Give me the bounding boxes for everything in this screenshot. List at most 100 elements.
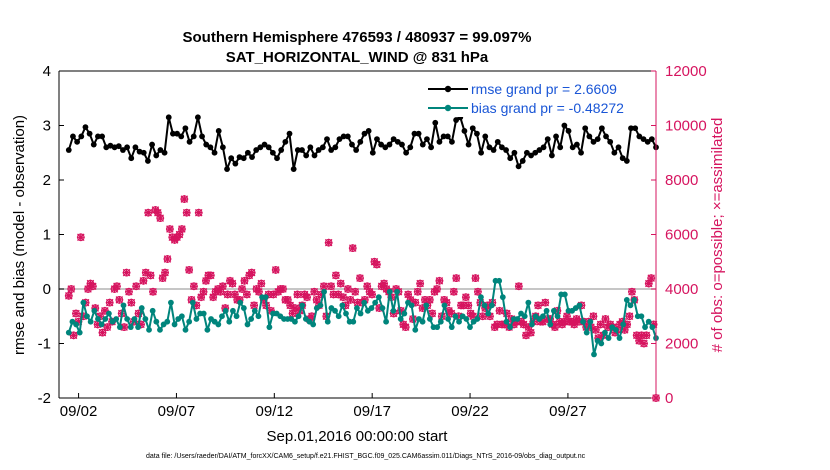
obs-assimilated-point bbox=[139, 276, 148, 285]
rmse-point bbox=[499, 144, 505, 151]
obs-assimilated-point bbox=[339, 293, 348, 302]
bias-point bbox=[525, 299, 532, 306]
rmse-point bbox=[115, 143, 122, 150]
bias-point bbox=[383, 318, 390, 325]
obs-assimilated-point bbox=[524, 323, 533, 332]
bias-point bbox=[222, 307, 229, 314]
bias-point bbox=[434, 324, 441, 331]
y-axis-left-label: rmse and bias (model - observation) bbox=[11, 115, 28, 355]
bias-point bbox=[189, 299, 196, 306]
obs-assimilated-point bbox=[103, 323, 112, 332]
obs-assimilated-point bbox=[286, 301, 295, 310]
bias-point bbox=[478, 294, 484, 301]
rmse-point bbox=[503, 147, 509, 153]
obs-assimilated-point bbox=[336, 279, 345, 288]
bias-point bbox=[397, 316, 404, 322]
bias-point bbox=[299, 302, 306, 309]
y-left-tick-label: 0 bbox=[43, 281, 51, 298]
obs-assimilated-point bbox=[635, 336, 644, 345]
obs-assimilated-point bbox=[471, 274, 480, 282]
obs-assimilated-point bbox=[177, 225, 186, 233]
rmse-point bbox=[573, 141, 580, 148]
rmse-point bbox=[140, 149, 147, 156]
obs-assimilated-point bbox=[522, 331, 530, 340]
rmse-point bbox=[278, 147, 285, 153]
obs-assimilated-point bbox=[269, 290, 278, 299]
rmse-point bbox=[648, 136, 655, 143]
obs-assimilated-point bbox=[623, 320, 632, 329]
obs-assimilated-point bbox=[105, 298, 114, 307]
obs-assimilated-point bbox=[563, 312, 571, 321]
obs-assimilated-point bbox=[259, 296, 268, 304]
obs-assimilated-point bbox=[293, 290, 302, 299]
obs-assimilated-point bbox=[546, 315, 555, 323]
rmse-point bbox=[519, 158, 526, 164]
bias-point bbox=[343, 310, 349, 317]
rmse-point bbox=[357, 138, 364, 145]
obs-assimilated-point bbox=[353, 298, 362, 307]
rmse-point bbox=[632, 125, 639, 132]
obs-assimilated-point bbox=[526, 328, 535, 337]
obs-assimilated-point bbox=[411, 298, 420, 307]
bias-point bbox=[583, 329, 590, 336]
obs-assimilated-point bbox=[288, 309, 297, 318]
bias-point bbox=[496, 277, 503, 284]
obs-assimilated-point bbox=[332, 271, 340, 280]
rmse-point bbox=[324, 136, 330, 143]
obs-assimilated-point bbox=[334, 290, 343, 299]
bias-point bbox=[226, 318, 233, 325]
bias-point bbox=[514, 316, 521, 322]
rmse-point bbox=[378, 141, 385, 148]
obs-assimilated-point bbox=[346, 296, 355, 304]
rmse-point bbox=[199, 133, 205, 140]
obs-assimilated-point bbox=[372, 260, 381, 269]
bias-point bbox=[164, 318, 171, 325]
bias-point bbox=[474, 316, 481, 322]
obs-assimilated-point bbox=[519, 320, 528, 329]
bias-point bbox=[401, 310, 408, 317]
obs-assimilated-point bbox=[348, 244, 357, 253]
obs-assimilated-point bbox=[601, 315, 610, 323]
obs-assimilated-point bbox=[486, 312, 494, 321]
y-axis-right-label: # of obs: o=possible; ×=assimilated bbox=[709, 118, 726, 353]
bias-point bbox=[623, 297, 630, 303]
bias-point bbox=[350, 318, 357, 325]
bias-point bbox=[142, 316, 149, 322]
bias-point bbox=[587, 318, 594, 325]
obs-assimilated-point bbox=[240, 276, 249, 285]
rmse-point bbox=[178, 133, 185, 140]
obs-assimilated-point bbox=[187, 296, 196, 304]
bias-point bbox=[598, 340, 605, 347]
rmse-point bbox=[353, 147, 360, 153]
bias-point bbox=[248, 316, 255, 322]
bias-point bbox=[631, 297, 638, 303]
rmse-point bbox=[294, 147, 301, 153]
y-right-tick-label: 2000 bbox=[665, 336, 698, 353]
rmse-point bbox=[415, 130, 422, 137]
rmse-point bbox=[636, 133, 643, 140]
rmse-point bbox=[70, 133, 76, 140]
bias-point bbox=[251, 307, 258, 314]
rmse-point bbox=[523, 149, 530, 156]
rmse-point bbox=[419, 141, 426, 148]
bias-point bbox=[237, 299, 244, 306]
rmse-point bbox=[299, 147, 305, 153]
rmse-point bbox=[486, 144, 493, 151]
rmse-point bbox=[428, 144, 435, 151]
obs-assimilated-point bbox=[228, 279, 237, 288]
obs-assimilated-point bbox=[257, 279, 266, 288]
rmse-point bbox=[482, 133, 489, 140]
obs-assimilated-point bbox=[493, 320, 502, 329]
rmse-point bbox=[594, 136, 601, 143]
rmse-point bbox=[282, 138, 289, 145]
obs-assimilated-point bbox=[165, 225, 174, 233]
obs-assimilated-point bbox=[596, 320, 605, 329]
obs-assimilated-point bbox=[158, 274, 167, 282]
bias-point bbox=[182, 326, 189, 333]
rmse-point bbox=[361, 130, 368, 137]
bias-point bbox=[84, 313, 90, 320]
rmse-point bbox=[99, 133, 106, 140]
rmse-point bbox=[240, 155, 247, 162]
rmse-point bbox=[511, 149, 518, 156]
bias-point bbox=[120, 302, 127, 309]
